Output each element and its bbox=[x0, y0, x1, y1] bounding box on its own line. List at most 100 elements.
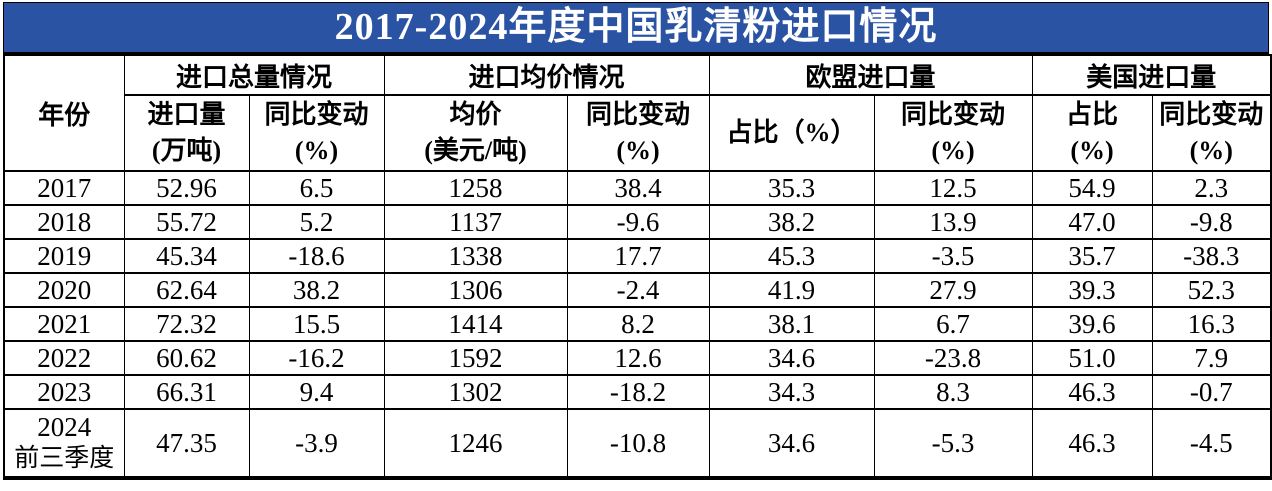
sub-header-unit: (万吨) bbox=[151, 136, 222, 165]
sub-header-us-share: 占比 (%) bbox=[1031, 94, 1153, 172]
group-header-total-import: 进口总量情况 bbox=[123, 54, 385, 96]
sub-header-label: 占比（%） bbox=[726, 118, 857, 147]
cell-eu-share: 41.9 bbox=[708, 272, 875, 308]
sub-header-label: 占比 bbox=[1066, 100, 1119, 129]
sub-header-label: 同比变动 bbox=[586, 100, 691, 129]
cell-us-yoy: -0.7 bbox=[1151, 374, 1272, 410]
cell-import-volume: 72.32 bbox=[123, 306, 250, 342]
sub-header-unit: (%) bbox=[931, 136, 975, 165]
sub-header-row: 进口量 (万吨) 同比变动 (%) 均价 (美元/吨) 同比变动 (%) 占比（%） 同… bbox=[4, 94, 1272, 172]
cell-us-yoy: -38.3 bbox=[1151, 238, 1272, 274]
cell-import-yoy: -3.9 bbox=[248, 408, 385, 479]
cell-us-yoy: -4.5 bbox=[1151, 408, 1272, 479]
cell-avg-price: 1414 bbox=[383, 306, 568, 342]
cell-eu-yoy: 12.5 bbox=[873, 170, 1033, 206]
cell-us-yoy: 7.9 bbox=[1151, 340, 1272, 376]
sub-header-eu-share: 占比（%） bbox=[708, 94, 875, 172]
cell-us-share: 35.7 bbox=[1031, 238, 1153, 274]
sub-header-unit: (美元/吨) bbox=[424, 136, 527, 165]
cell-us-share: 39.6 bbox=[1031, 306, 1153, 342]
table-row-2020: 2020 62.64 38.2 1306 -2.4 41.9 27.9 39.3… bbox=[3, 272, 1272, 308]
sub-header-price-yoy: 同比变动 (%) bbox=[566, 94, 710, 172]
cell-price-yoy: -18.2 bbox=[566, 374, 710, 410]
sub-header-label: 进口量 bbox=[147, 100, 226, 129]
cell-price-yoy: 38.4 bbox=[566, 170, 710, 206]
cell-year: 2023 bbox=[3, 374, 125, 410]
cell-eu-share: 34.6 bbox=[708, 340, 875, 376]
cell-import-volume: 47.35 bbox=[123, 408, 250, 479]
cell-import-yoy: -18.6 bbox=[248, 238, 385, 274]
cell-eu-yoy: -23.8 bbox=[873, 340, 1033, 376]
cell-eu-share: 38.2 bbox=[708, 204, 875, 240]
cell-import-yoy: 38.2 bbox=[248, 272, 385, 308]
sub-header-import-yoy: 同比变动 (%) bbox=[248, 94, 385, 172]
cell-import-yoy: -16.2 bbox=[248, 340, 385, 376]
sub-header-unit: (%) bbox=[616, 136, 660, 165]
cell-import-volume: 52.96 bbox=[123, 170, 250, 206]
table-row-2018: 2018 55.72 5.2 1137 -9.6 38.2 13.9 47.0 … bbox=[3, 204, 1272, 240]
sub-header-label: 同比变动 bbox=[1159, 100, 1264, 129]
cell-us-share: 54.9 bbox=[1031, 170, 1153, 206]
cell-avg-price: 1137 bbox=[383, 204, 568, 240]
cell-year: 2019 bbox=[3, 238, 125, 274]
cell-us-yoy: 52.3 bbox=[1151, 272, 1272, 308]
cell-year: 2020 bbox=[3, 272, 125, 308]
table-row-2024: 2024 前三季度 47.35 -3.9 1246 -10.8 34.6 -5.… bbox=[3, 408, 1272, 479]
cell-us-yoy: 2.3 bbox=[1151, 170, 1272, 206]
table-row-2017: 2017 52.96 6.5 1258 38.4 35.3 12.5 54.9 … bbox=[3, 170, 1272, 206]
cell-eu-share: 35.3 bbox=[708, 170, 875, 206]
sub-header-unit: (%) bbox=[1070, 136, 1114, 165]
cell-year: 2017 bbox=[3, 170, 125, 206]
sub-header-label: 同比变动 bbox=[901, 100, 1006, 129]
sub-header-us-yoy: 同比变动 (%) bbox=[1151, 94, 1272, 172]
cell-eu-share: 45.3 bbox=[708, 238, 875, 274]
figure-title-bar: 2017-2024年度中国乳清粉进口情况 bbox=[3, 2, 1269, 54]
cell-year: 2024 前三季度 bbox=[3, 408, 125, 479]
cell-import-volume: 60.62 bbox=[123, 340, 250, 376]
cell-eu-yoy: -5.3 bbox=[873, 408, 1033, 479]
cell-import-volume: 55.72 bbox=[123, 204, 250, 240]
cell-price-yoy: 12.6 bbox=[566, 340, 710, 376]
group-header-us-import: 美国进口量 bbox=[1031, 54, 1272, 96]
cell-import-volume: 66.31 bbox=[123, 374, 250, 410]
cell-eu-yoy: -3.5 bbox=[873, 238, 1033, 274]
cell-avg-price: 1306 bbox=[383, 272, 568, 308]
cell-us-share: 47.0 bbox=[1031, 204, 1153, 240]
table-row-2021: 2021 72.32 15.5 1414 8.2 38.1 6.7 39.6 1… bbox=[3, 306, 1272, 342]
cell-price-yoy: 17.7 bbox=[566, 238, 710, 274]
cell-eu-yoy: 6.7 bbox=[873, 306, 1033, 342]
table-body: 2017 52.96 6.5 1258 38.4 35.3 12.5 54.9 … bbox=[3, 170, 1272, 479]
import-data-table: 年份 进口总量情况 进口均价情况 欧盟进口量 美国进口量 进口量 (万吨) 同比变… bbox=[3, 54, 1272, 480]
cell-eu-yoy: 8.3 bbox=[873, 374, 1033, 410]
sub-header-eu-yoy: 同比变动 (%) bbox=[873, 94, 1033, 172]
cell-avg-price: 1592 bbox=[383, 340, 568, 376]
sub-header-label: 均价 bbox=[449, 100, 502, 129]
cell-avg-price: 1302 bbox=[383, 374, 568, 410]
cell-price-yoy: -9.6 bbox=[566, 204, 710, 240]
sub-header-label: 同比变动 bbox=[264, 100, 369, 129]
sub-header-unit: (%) bbox=[294, 136, 339, 165]
year-value: 2024 bbox=[37, 412, 92, 442]
cell-year: 2021 bbox=[3, 306, 125, 342]
cell-us-yoy: -9.8 bbox=[1151, 204, 1272, 240]
table-row-2022: 2022 60.62 -16.2 1592 12.6 34.6 -23.8 51… bbox=[3, 340, 1272, 376]
cell-price-yoy: 8.2 bbox=[566, 306, 710, 342]
sub-header-unit: (%) bbox=[1189, 136, 1233, 165]
cell-import-yoy: 15.5 bbox=[248, 306, 385, 342]
cell-price-yoy: -10.8 bbox=[566, 408, 710, 479]
cell-avg-price: 1338 bbox=[383, 238, 568, 274]
cell-avg-price: 1246 bbox=[383, 408, 568, 479]
cell-eu-share: 34.6 bbox=[708, 408, 875, 479]
group-header-eu-import: 欧盟进口量 bbox=[708, 54, 1033, 96]
whey-import-figure: 2017-2024年度中国乳清粉进口情况 年份 进口总量情况 进口均价情况 欧盟… bbox=[3, 2, 1272, 480]
cell-import-yoy: 6.5 bbox=[248, 170, 385, 206]
cell-eu-share: 38.1 bbox=[708, 306, 875, 342]
cell-import-yoy: 9.4 bbox=[248, 374, 385, 410]
sub-header-import-volume: 进口量 (万吨) bbox=[123, 94, 250, 172]
col-header-year: 年份 bbox=[3, 54, 125, 172]
table-row-2019: 2019 45.34 -18.6 1338 17.7 45.3 -3.5 35.… bbox=[3, 238, 1272, 274]
cell-avg-price: 1258 bbox=[383, 170, 568, 206]
cell-eu-share: 34.3 bbox=[708, 374, 875, 410]
cell-us-share: 51.0 bbox=[1031, 340, 1153, 376]
cell-eu-yoy: 13.9 bbox=[873, 204, 1033, 240]
